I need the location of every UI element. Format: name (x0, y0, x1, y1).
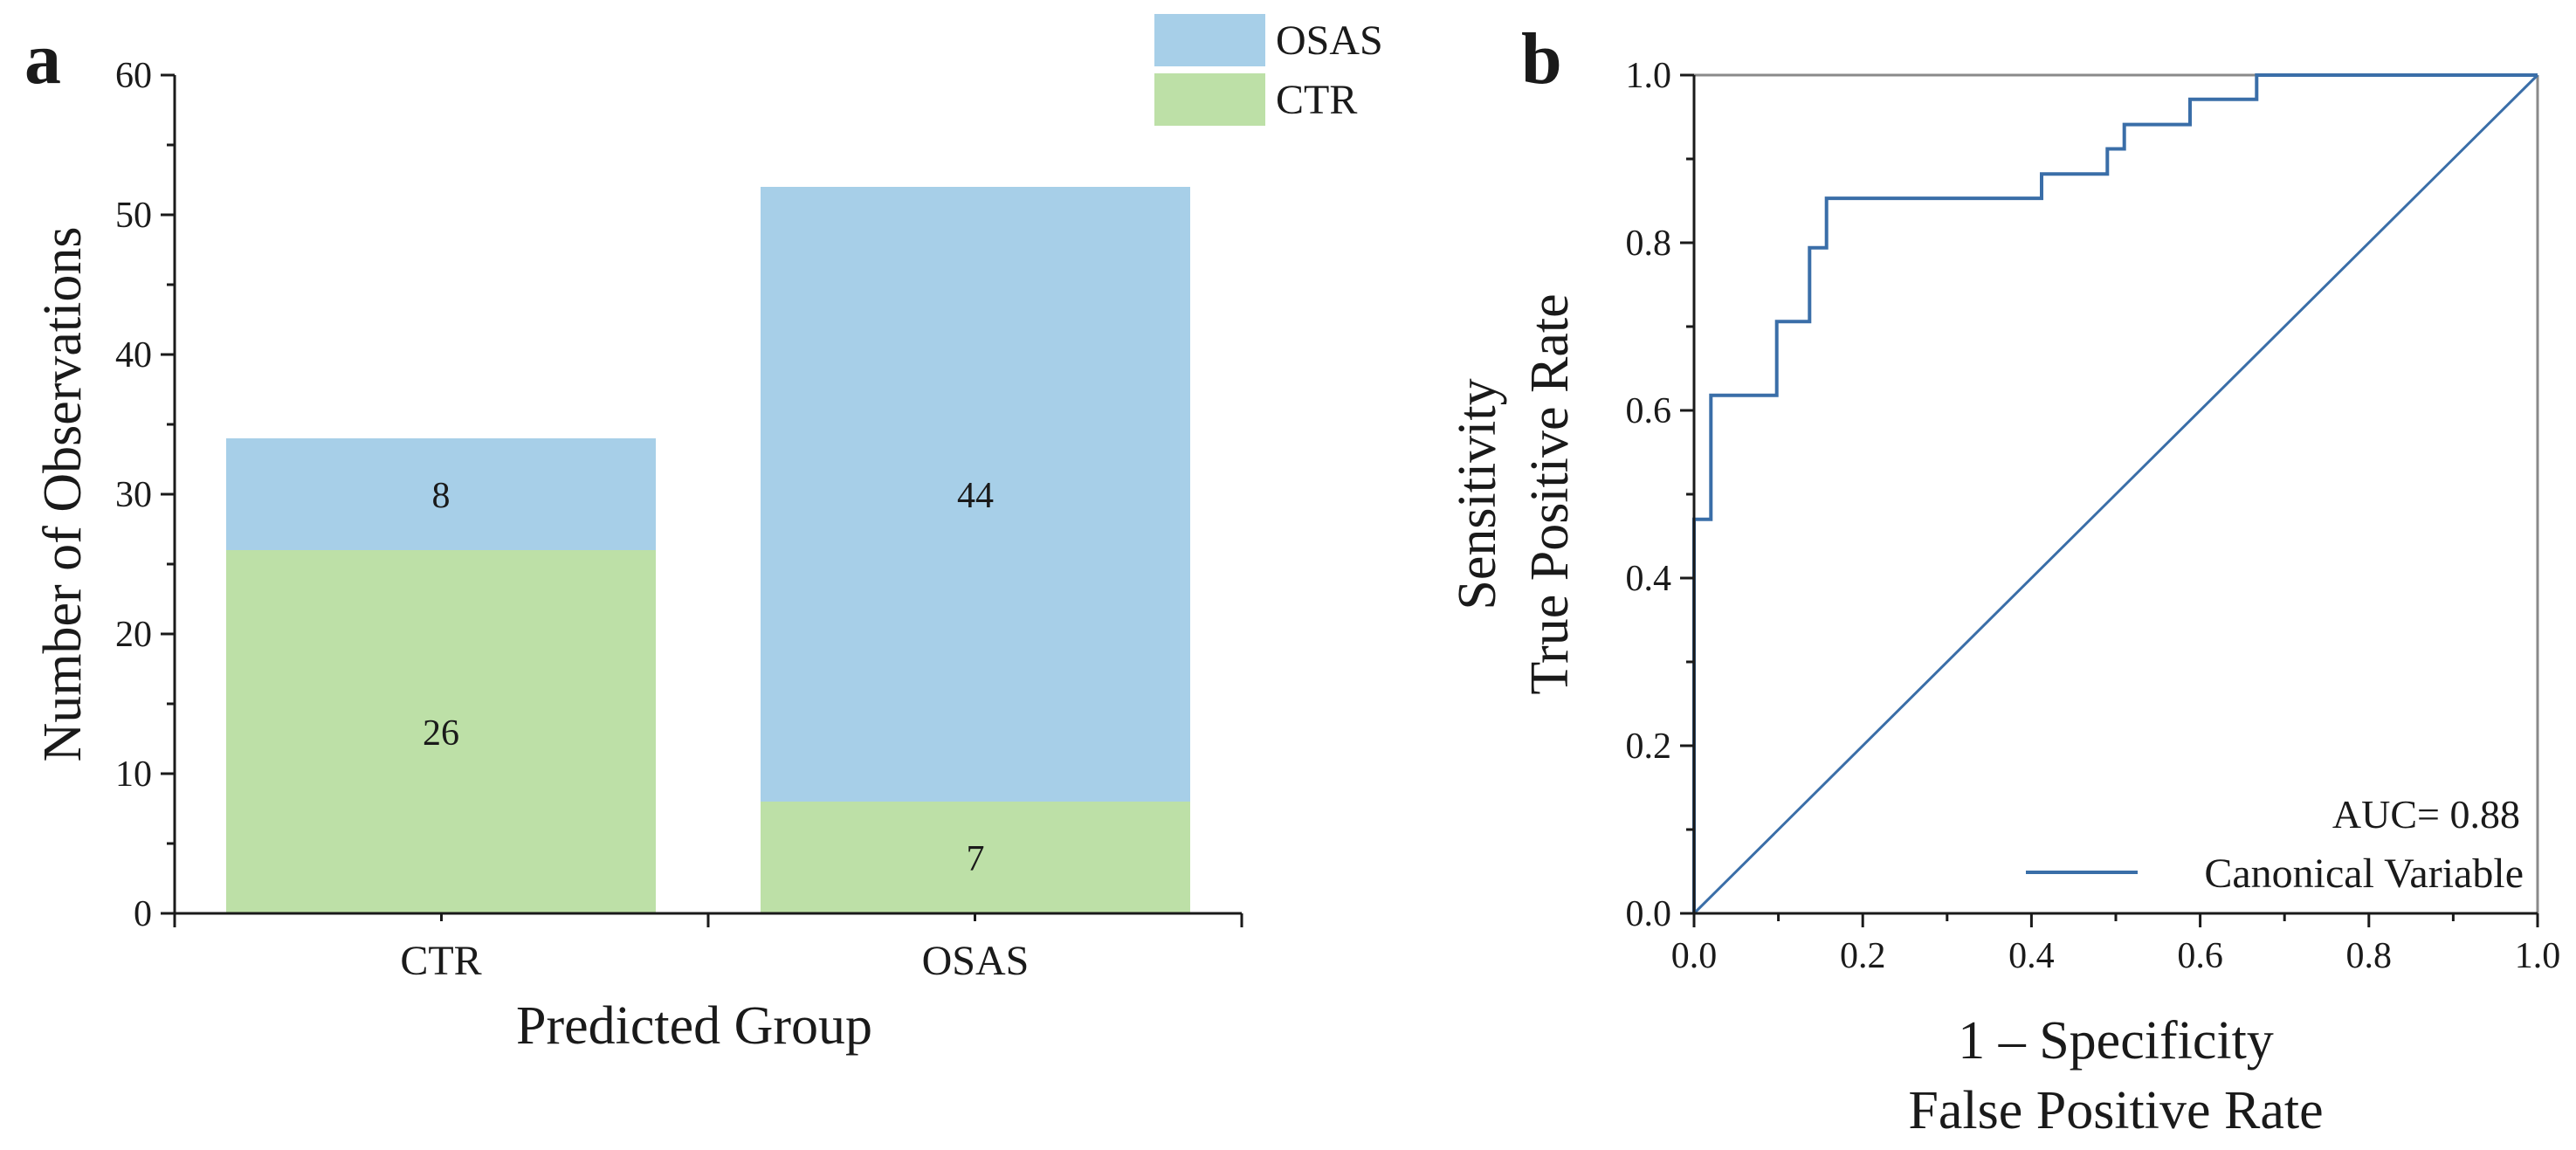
legend-label-ctr: CTR (1276, 77, 1357, 123)
y-tick-label-60: 60 (115, 56, 152, 96)
y-tick-label-10: 10 (115, 754, 152, 795)
data-label-osas-ctr: 7 (967, 839, 985, 879)
legend-swatch-ctr (1154, 73, 1265, 126)
panel-b-roc-chart: b 0.00.20.40.60.81.0 0.0 0.2 0.4 0.6 0.8 1.0 … (1448, 18, 2560, 1140)
b-y-tick-label-4: 0.8 (1626, 224, 1672, 264)
panel-b-x-axis-title-line1: 1 – Specificity (1958, 1011, 2274, 1071)
y-tick-label-20: 20 (115, 615, 152, 655)
panel-a-letter: a (24, 18, 61, 100)
panel-a-legend: OSAS CTR (1154, 14, 1383, 126)
x-category-label-ctr: CTR (400, 938, 481, 984)
bar-ctr-ctr (226, 550, 656, 913)
panel-b-y-ticks: 0.0 0.2 0.4 0.6 0.8 1.0 (1626, 56, 1694, 934)
panel-b-y-axis-title-line2: True Positive Rate (1520, 293, 1580, 694)
y-tick-label-0: 0 (134, 894, 152, 934)
b-y-tick-label-5: 1.0 (1626, 56, 1672, 96)
auc-annotation: AUC= 0.88 (2332, 792, 2520, 837)
b-y-tick-label-0: 0.0 (1626, 894, 1672, 934)
data-label-ctr-osas: 8 (432, 476, 451, 516)
b-x-tick-label-1: 0.2 (1840, 936, 1886, 976)
panel-a-x-axis-title: Predicted Group (516, 996, 872, 1056)
panel-a-y-ticks: 0 10 20 30 40 50 60 (115, 56, 175, 934)
y-tick-label-30: 30 (115, 475, 152, 515)
roc-curve-line (1692, 73, 2538, 913)
reference-diagonal-line (1692, 73, 2539, 915)
panel-b-x-axis-title-line2: False Positive Rate (1908, 1081, 2323, 1140)
y-tick-label-50: 50 (115, 196, 152, 236)
b-y-tick-label-3: 0.6 (1626, 391, 1672, 431)
panel-b-x-ticks: 0.0 0.2 0.4 0.6 0.8 1.0 (1671, 913, 2561, 976)
legend-swatch-osas (1154, 14, 1265, 66)
panel-a-bar-chart: a 8 26 44 7 0 10 20 30 40 50 60 CTR OSAS Predicted… (24, 14, 1383, 1056)
panel-a-bars (226, 187, 1190, 913)
bar-ctr-osas (226, 438, 656, 550)
panel-b-y-axis-title-line1: Sensitivity (1448, 378, 1507, 609)
y-tick-label-40: 40 (115, 335, 152, 375)
data-label-osas-osas: 44 (957, 476, 994, 516)
x-category-label-osas: OSAS (922, 938, 1030, 984)
b-y-tick-label-1: 0.2 (1626, 726, 1672, 767)
panel-a-x-ticks: CTR OSAS (173, 913, 1243, 984)
panel-b-letter: b (1521, 18, 1562, 100)
bar-osas-ctr (761, 802, 1190, 913)
data-label-ctr-ctr: 26 (423, 713, 459, 754)
legend-label-canonical-variable: Canonical Variable (2204, 850, 2524, 897)
b-x-tick-label-4: 0.8 (2346, 936, 2393, 976)
bar-osas-osas (761, 187, 1190, 802)
b-y-tick-label-2: 0.4 (1626, 559, 1672, 599)
b-x-tick-label-0: 0.0 (1671, 936, 1718, 976)
panel-a-y-axis-title: Number of Observations (33, 227, 93, 762)
b-x-tick-label-3: 0.6 (2177, 936, 2223, 976)
b-x-tick-label-5: 1.0 (2515, 936, 2561, 976)
b-x-tick-label-2: 0.4 (2008, 936, 2055, 976)
legend-label-osas: OSAS (1276, 17, 1383, 64)
panel-a-data-labels: 8 26 44 7 (423, 476, 994, 879)
